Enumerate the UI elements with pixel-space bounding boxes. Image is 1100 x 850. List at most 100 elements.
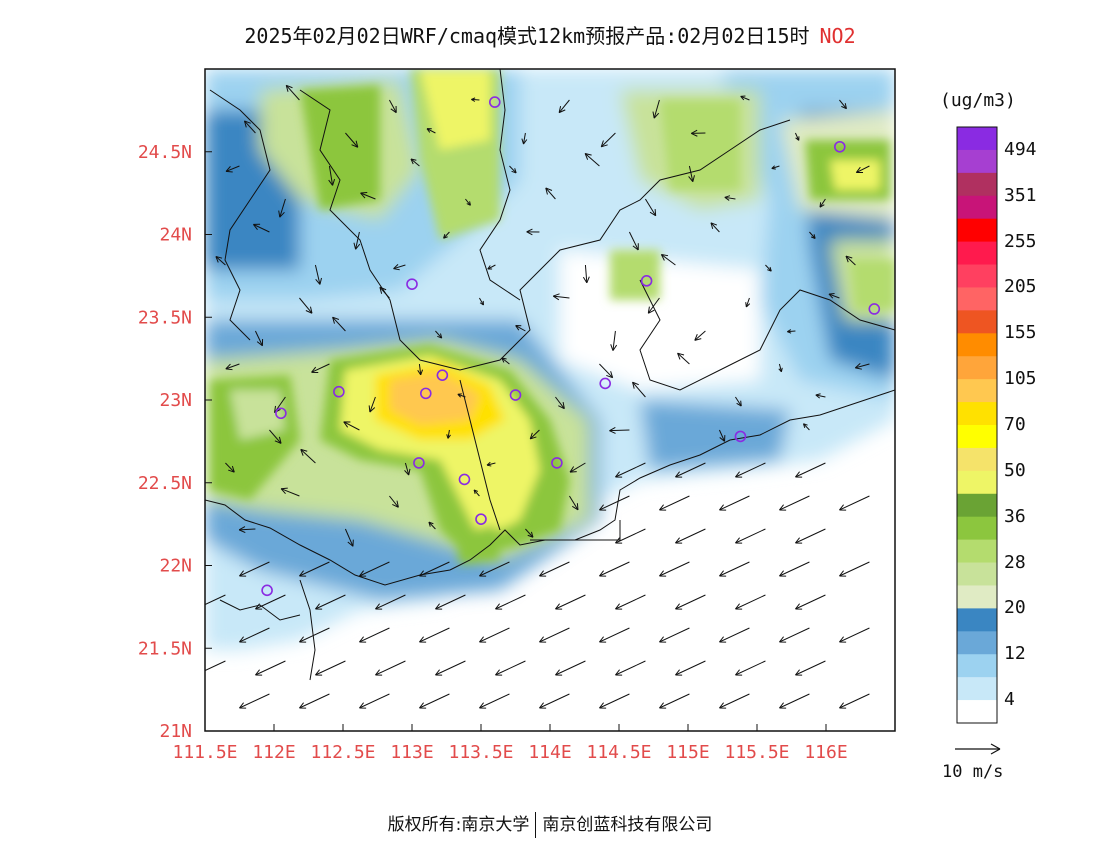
wind-arrow [568, 495, 579, 511]
station-marker [275, 407, 287, 420]
wind-arrow [343, 421, 360, 431]
copyright-footer: 版权所有:南京大学 南京创蓝科技有限公司 [0, 810, 1100, 838]
wind-arrow [615, 660, 646, 676]
wind-arrow [584, 152, 600, 167]
colorbar-frame [956, 126, 998, 724]
wind-arrow [778, 363, 783, 373]
wind-arrow [359, 627, 390, 643]
wind-arrow [328, 165, 336, 186]
wind-arrow [238, 526, 256, 534]
wind-arrow [299, 561, 330, 577]
wind-arrow [854, 363, 870, 370]
wind-arrow [443, 231, 450, 239]
wind-arrow [419, 627, 450, 643]
wind-arrow [299, 693, 330, 709]
wind-arrow [239, 627, 270, 643]
wind-arrow [615, 462, 646, 478]
y-tick-label: 22.5N [138, 473, 192, 494]
wind-arrow [314, 264, 322, 285]
map-title: 2025年02月02日WRF/cmaq模式12km预报产品:02月02日15时 N… [0, 20, 1100, 49]
wind-arrow [269, 429, 282, 444]
wind-arrow [426, 128, 436, 134]
colorbar-swatch [957, 516, 997, 541]
colorbar-swatch [957, 539, 997, 564]
wind-arrow [582, 264, 590, 284]
colorbar-swatch [957, 218, 997, 243]
colorbar-swatch [957, 333, 997, 357]
wind-arrow [660, 254, 676, 266]
wind-arrow [779, 495, 810, 511]
y-tick-label: 24.5N [138, 142, 192, 163]
wind-arrow [735, 396, 742, 407]
footer-right: 南京创蓝科技有限公司 [542, 815, 713, 835]
wind-arrow [479, 693, 510, 709]
wind-arrow [795, 528, 826, 544]
wind-arrow [495, 660, 526, 676]
wind-arrow [719, 693, 750, 709]
station-marker [406, 278, 418, 290]
wind-arrow [569, 462, 586, 473]
colorbar-unit: (ug/m3) [940, 90, 1016, 111]
wind-arrow [794, 132, 800, 141]
wind-arrow [718, 429, 726, 442]
colorbar [956, 126, 998, 724]
wind-arrow [740, 95, 750, 101]
wind-arrow [735, 594, 766, 610]
colorbar-swatch [957, 608, 997, 632]
wind-arrow [215, 256, 226, 266]
wind-arrow [555, 396, 565, 410]
wind-arrow [691, 129, 706, 137]
wind-arrow [694, 330, 706, 341]
wind-arrow [521, 132, 528, 145]
longitude-axis: 111.5E 112E 112.5E 113E 113.5E 114E 114.5E 115E… [172, 724, 848, 763]
wind-arrow [615, 594, 646, 610]
title-text: 2025年02月02日WRF/cmaq模式12km预报产品:02月02日15时 [244, 24, 810, 48]
wind-arrow [375, 660, 406, 676]
colorbar-swatch [957, 562, 997, 586]
wind-arrow [599, 693, 630, 709]
wind-arrow [359, 693, 390, 709]
wind-arrow [819, 198, 826, 208]
wind-arrow [525, 528, 534, 538]
colorbar-label: 20 [1004, 597, 1026, 619]
wind-arrow [388, 99, 397, 114]
wind-arrow [359, 561, 390, 577]
colorbar-swatch [957, 493, 997, 518]
colorbar-swatch [957, 677, 997, 701]
wind-arrow [225, 363, 240, 371]
station-marker [413, 457, 425, 469]
wind-arrow [647, 297, 660, 314]
coastline-and-boundaries [205, 69, 895, 681]
wind-arrow [675, 660, 706, 676]
colorbar-swatch [957, 447, 997, 472]
wind-arrow [419, 561, 450, 577]
wind-arrow [659, 627, 690, 643]
wind-arrow [599, 561, 630, 577]
wind-arrow [428, 521, 436, 530]
x-tick-label: 113.5E [448, 742, 513, 763]
x-tick-label: 116E [804, 742, 847, 763]
wind-arrow [299, 627, 330, 643]
wind-arrow [552, 293, 570, 301]
wind-arrow [509, 165, 517, 174]
wind-scale-arrow [955, 743, 1001, 755]
colorbar-swatch [957, 172, 997, 197]
colorbar-swatch [957, 310, 997, 334]
station-marker [734, 430, 747, 443]
wind-arrow [675, 528, 706, 544]
wind-arrow [719, 561, 750, 577]
wind-arrow [610, 330, 618, 351]
wind-arrow [600, 132, 616, 148]
wind-arrow [539, 627, 570, 643]
wind-arrow [632, 381, 646, 398]
wind-arrow [393, 263, 406, 271]
wind-arrow [479, 561, 510, 577]
colorbar-swatch [957, 241, 997, 266]
station-marker [509, 389, 522, 401]
wind-arrow [205, 594, 226, 606]
wind-arrow [839, 495, 870, 511]
wind-arrow [845, 255, 856, 266]
colorbar-swatch [957, 149, 997, 174]
pollutant-name: NO2 [819, 24, 856, 48]
